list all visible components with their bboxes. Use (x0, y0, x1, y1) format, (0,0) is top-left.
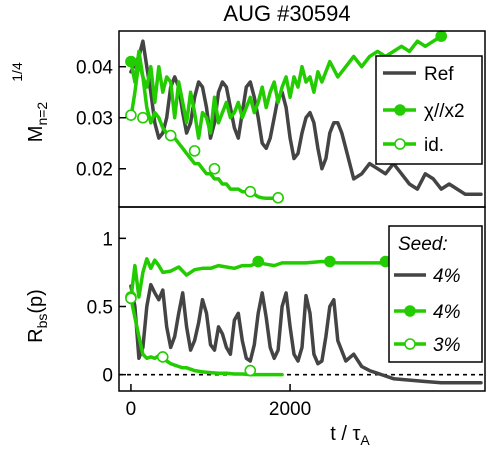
series-line-chi (129, 257, 443, 301)
x-tick-label: 0 (126, 399, 137, 420)
legend-id-marker (394, 138, 406, 150)
y-tick-label: 0.02 (76, 160, 113, 181)
bottom-legend-box (388, 225, 483, 363)
legend-id-label: id. (424, 135, 444, 156)
bottom-ylabel-sub: bs (34, 314, 50, 329)
top-ylabel: Mn=2 (25, 102, 50, 143)
top-ylabel-superscript: 1/4 (9, 62, 25, 82)
legend-chi-label: χ//x2 (424, 101, 465, 122)
series-marker-id (164, 129, 177, 142)
top-ylabel-main: M (25, 126, 47, 143)
legend-seed-id-marker (404, 338, 416, 350)
legend-seed-ref-label: 4% (433, 266, 461, 287)
y-tick-label: 1 (102, 229, 113, 250)
bottom-xlabel: t / τA (330, 423, 370, 448)
bottom-legend: Seed: 4% 4% 3% (388, 225, 483, 363)
series-marker-chi (252, 255, 265, 268)
series-line-id (129, 59, 284, 201)
y-tick-label: 0.5 (87, 297, 113, 318)
y-tick-label: 0.04 (76, 58, 113, 79)
series-marker-id (125, 109, 137, 121)
series-marker-id (244, 364, 257, 377)
bottom-panel: 00.51 0 2000 Rbs(p) t / τA Seed: 4% 4% 3% (25, 206, 486, 448)
legend-seed-id-label: 3% (433, 335, 461, 356)
series-marker-id (156, 351, 169, 363)
legend-seed-chi-label: 4% (433, 302, 461, 323)
legend-seed-chi-marker (404, 305, 416, 317)
series-marker-id (125, 292, 137, 305)
legend-ref-label: Ref (424, 64, 454, 85)
legend-chi-marker (394, 104, 406, 116)
bottom-ylabel-rest: (p) (25, 289, 47, 313)
bottom-ylabel: Rbs(p) (25, 289, 50, 343)
top-y-ticks: 0.02 0.03 0.04 (76, 58, 126, 181)
series-line-chi (129, 34, 443, 140)
top-ylabel-sub: n=2 (34, 102, 50, 126)
series-marker-id (188, 145, 201, 157)
series-marker-id (244, 185, 257, 198)
bottom-panel-frame (118, 206, 486, 392)
chart-title: AUG #30594 (223, 1, 350, 26)
y-tick-label: 0.03 (76, 109, 113, 130)
series-marker-chi (125, 55, 137, 68)
bottom-xlabel-main: t / τ (330, 423, 360, 445)
top-legend: Ref χ//x2 id. (375, 55, 483, 165)
top-panel: 0.02 0.03 0.04 Mn=2 1/4 Ref χ//x2 id. (9, 30, 486, 208)
top-plot-area (125, 30, 483, 204)
series-marker-chi (324, 255, 336, 268)
bottom-ylabel-main: R (25, 328, 47, 342)
series-line-ref (129, 282, 483, 385)
bottom-y-ticks: 00.51 (87, 229, 126, 387)
bottom-xlabel-sub: A (360, 432, 370, 448)
y-tick-label: 0 (102, 366, 113, 387)
series-marker-chi (435, 30, 448, 42)
series-marker-id (208, 162, 221, 175)
x-tick-label: 2000 (269, 399, 311, 420)
series-marker-id (272, 192, 284, 204)
bottom-x-ticks: 0 2000 (126, 384, 311, 420)
series-marker-id (137, 111, 149, 124)
legend-seed-title: Seed: (398, 234, 448, 255)
